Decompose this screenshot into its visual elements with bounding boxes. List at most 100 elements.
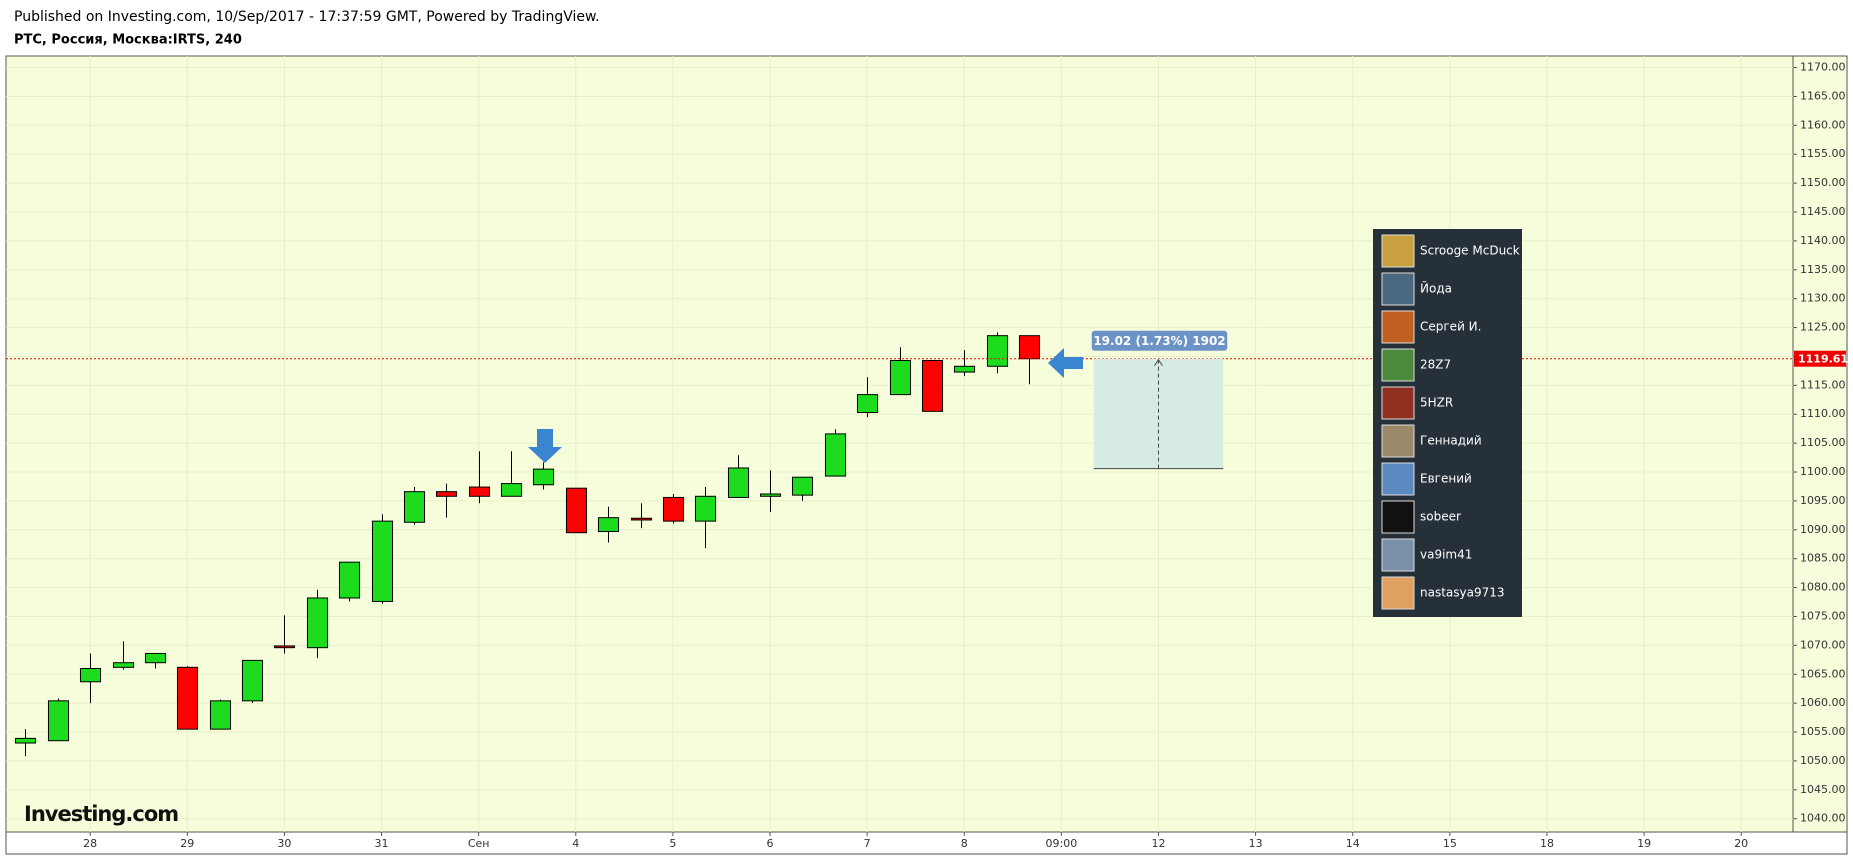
- candle-body: [435, 491, 458, 497]
- candle-body: [791, 476, 814, 496]
- candle-body: [241, 659, 264, 702]
- x-tick-label: 6: [767, 837, 774, 850]
- published-note: Published on Investing.com, 10/Sep/2017 …: [14, 9, 600, 25]
- arrow-down: [528, 429, 562, 463]
- candle-body: [889, 360, 912, 396]
- candle-body: [662, 496, 685, 522]
- user-avatar: [1381, 234, 1415, 268]
- x-tick-label: 18: [1540, 837, 1554, 850]
- measure-label: 19.02 (1.73%) 1902: [1093, 334, 1225, 348]
- user-avatar: [1381, 310, 1415, 344]
- y-tick-label: 1080.00: [1800, 581, 1846, 594]
- plot-area: [5, 55, 1794, 833]
- user-name: va9im41: [1420, 548, 1472, 562]
- arrow-left: [1048, 348, 1083, 378]
- candle-body: [727, 467, 750, 498]
- user-name: 28Z7: [1420, 358, 1451, 372]
- candle-body: [112, 662, 135, 668]
- candle-body: [47, 700, 70, 742]
- candle-body: [759, 493, 782, 497]
- user-name: Сергей И.: [1420, 320, 1481, 334]
- user-name: 5HZR: [1420, 396, 1453, 410]
- candle-body: [338, 561, 361, 599]
- x-tick-label: 15: [1443, 837, 1457, 850]
- y-tick-label: 1130.00: [1800, 292, 1846, 305]
- candle-body: [824, 433, 847, 477]
- x-tick-label: 29: [180, 837, 194, 850]
- candle-body: [403, 491, 426, 523]
- y-tick-label: 1060.00: [1800, 696, 1846, 709]
- y-tick-label: 1150.00: [1800, 176, 1846, 189]
- measure-label-bg: [1091, 330, 1228, 351]
- y-tick-label: 1070.00: [1800, 638, 1846, 651]
- x-tick-label: 14: [1346, 837, 1360, 850]
- candle-body: [597, 517, 620, 533]
- y-tick-label: 1040.00: [1800, 812, 1846, 825]
- user-avatar: [1381, 424, 1415, 458]
- y-tick-label: 1145.00: [1800, 205, 1846, 218]
- price-axis: [1792, 55, 1848, 833]
- y-tick-label: 1075.00: [1800, 609, 1846, 622]
- x-tick-label: 09:00: [1046, 837, 1078, 850]
- candle-body: [209, 700, 232, 730]
- candle-body: [144, 652, 167, 664]
- x-tick-label: 4: [572, 837, 579, 850]
- y-tick-label: 1155.00: [1800, 147, 1846, 160]
- y-tick-label: 1115.00: [1800, 378, 1846, 391]
- y-tick-label: 1165.00: [1800, 89, 1846, 102]
- y-tick-label: 1090.00: [1800, 523, 1846, 536]
- x-tick-label: 12: [1151, 837, 1165, 850]
- user-avatar: [1381, 386, 1415, 420]
- candle-body: [921, 360, 944, 412]
- x-tick-label: 8: [961, 837, 968, 850]
- x-tick-label: 30: [277, 837, 291, 850]
- user-name: nastasya9713: [1420, 586, 1505, 600]
- candle-body: [273, 645, 296, 649]
- user-avatar: [1381, 462, 1415, 496]
- x-tick-label: 28: [83, 837, 97, 850]
- user-avatar: [1381, 272, 1415, 306]
- user-avatar: [1381, 500, 1415, 534]
- measure-arrowhead: [1154, 358, 1163, 366]
- y-tick-label: 1095.00: [1800, 494, 1846, 507]
- x-tick-label: 7: [864, 837, 871, 850]
- x-tick-label: 13: [1249, 837, 1263, 850]
- candle-body: [500, 483, 523, 497]
- y-tick-label: 1110.00: [1800, 407, 1846, 420]
- candle-body: [468, 486, 491, 497]
- candle-body: [953, 365, 976, 373]
- x-tick-label: 20: [1734, 837, 1748, 850]
- user-name: Геннадий: [1420, 434, 1482, 448]
- candle-body: [176, 666, 199, 730]
- user-avatar: [1381, 348, 1415, 382]
- user-avatar: [1381, 538, 1415, 572]
- last-price-label: 1119.61: [1798, 353, 1848, 366]
- user-name: Scrooge McDuck: [1420, 244, 1520, 258]
- candle-body: [371, 520, 394, 602]
- symbol-title: РТС, Россия, Москва:IRTS, 240: [14, 33, 242, 48]
- last-price-tag: [1794, 350, 1846, 367]
- candle-body: [306, 597, 329, 649]
- x-tick-label: Сен: [468, 837, 490, 850]
- x-tick-label: 31: [375, 837, 389, 850]
- y-tick-label: 1125.00: [1800, 321, 1846, 334]
- y-tick-label: 1105.00: [1800, 436, 1846, 449]
- y-tick-label: 1160.00: [1800, 118, 1846, 131]
- candle-body: [532, 468, 555, 486]
- candle-body: [856, 394, 879, 414]
- logo: Investing.com: [24, 802, 178, 826]
- candle-body: [79, 667, 102, 683]
- user-name: Йода: [1420, 281, 1452, 296]
- candle-body: [14, 737, 37, 744]
- y-tick-label: 1135.00: [1800, 263, 1846, 276]
- candle-body: [630, 517, 653, 521]
- y-tick-label: 1100.00: [1800, 465, 1846, 478]
- y-tick-label: 1170.00: [1800, 61, 1846, 74]
- y-tick-label: 1085.00: [1800, 552, 1846, 565]
- users-panel: Scrooge McDuck Йода Сергей И. 28Z7 5HZR Генна…: [1373, 229, 1522, 617]
- y-tick-label: 1045.00: [1800, 783, 1846, 796]
- x-tick-label: 19: [1637, 837, 1651, 850]
- user-name: Евгений: [1420, 472, 1472, 486]
- time-axis: [5, 831, 1848, 855]
